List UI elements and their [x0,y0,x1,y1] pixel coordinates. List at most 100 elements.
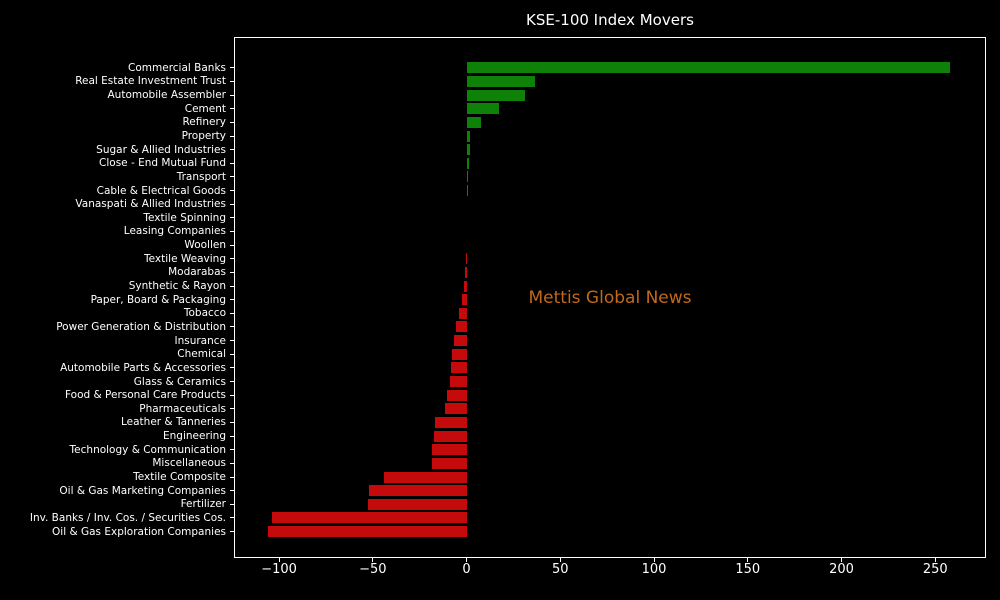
y-tick-label: Pharmaceuticals [139,402,226,415]
x-axis-tick [278,558,280,562]
bar-negative [433,430,467,442]
y-axis-tick [230,149,234,151]
y-tick-label: Vanaspati & Allied Industries [75,198,226,211]
y-tick-label: Inv. Banks / Inv. Cos. / Securities Cos. [29,511,226,524]
y-tick-label: Leather & Tanneries [120,416,226,429]
x-axis-tick [466,558,468,562]
watermark: Mettis Global News [528,287,692,308]
y-tick-label: Modarabas [168,266,226,279]
bar-positive [466,89,526,101]
y-axis-tick [230,121,234,123]
y-axis-tick [230,449,234,451]
bar-positive [466,144,471,156]
bar-negative [368,498,467,510]
bar-positive [466,185,468,197]
y-tick-label: Woollen [184,239,226,252]
y-axis-tick [230,162,234,164]
y-axis-tick [230,381,234,383]
y-tick-label: Leasing Companies [123,225,226,238]
y-tick-label: Real Estate Investment Trust [75,75,226,88]
bar-negative [458,307,467,319]
x-tick-label: 50 [552,562,569,577]
y-tick-label: Insurance [174,334,226,347]
y-tick-label: Oil & Gas Marketing Companies [59,484,226,497]
bar-negative [444,403,467,415]
y-axis-tick [230,217,234,219]
bar-positive [466,116,482,128]
y-tick-label: Textile Weaving [144,252,226,265]
bar-positive [466,103,500,115]
y-axis-tick [230,503,234,505]
y-tick-label: Paper, Board & Packaging [90,293,226,306]
y-tick-label: Power Generation & Distribution [56,320,226,333]
x-axis-tick [747,558,749,562]
y-tick-label: Property [181,130,226,142]
bar-negative [383,471,467,483]
y-axis-tick [230,353,234,355]
y-axis-tick [230,230,234,232]
y-axis-tick [230,326,234,328]
y-axis-tick [230,476,234,478]
bar-negative [451,348,467,360]
y-axis-tick [230,94,234,96]
y-tick-label: Cement [184,102,226,115]
y-axis-tick [230,408,234,410]
bar-negative [451,362,467,374]
x-tick-label: 250 [922,562,948,577]
y-axis-tick [230,517,234,519]
y-tick-label: Automobile Assembler [107,89,227,102]
y-axis-tick [230,190,234,192]
x-tick-label: 200 [829,562,854,577]
y-tick-label: Technology & Communication [69,443,226,456]
bar-negative [465,253,467,265]
y-axis-tick [230,203,234,205]
bar-negative [455,321,467,333]
bar-negative [447,389,467,401]
x-tick-label: 100 [641,562,667,577]
y-tick-label: Chemical [177,348,226,361]
y-axis-tick [230,299,234,301]
bar-negative [369,485,467,497]
plot-area: Mettis Global News [230,37,986,562]
y-tick-label: Oil & Gas Exploration Companies [52,525,226,538]
x-axis-tick [841,558,843,562]
bar-negative [271,512,467,524]
y-tick-label: Sugar & Allied Industries [96,143,226,156]
x-tick-label: 0 [462,562,471,577]
x-axis-tick [934,558,936,562]
bar-negative [465,266,467,278]
y-axis-tick [230,462,234,464]
y-axis-tick [230,312,234,314]
y-axis-tick [230,80,234,82]
y-tick-label: Tobacco [183,307,226,320]
y-axis-tick [230,244,234,246]
y-tick-label: Food & Personal Care Products [64,389,226,402]
y-tick-label: Automobile Parts & Accessories [60,361,226,374]
x-axis-tick [559,558,561,562]
y-tick-label: Refinery [182,116,226,129]
x-tick-label: 150 [735,562,761,577]
y-axis-tick [230,108,234,110]
y-tick-label: Glass & Ceramics [133,375,226,388]
y-axis-tick [230,531,234,533]
x-tick-label: −50 [359,562,387,577]
y-tick-label: Textile Composite [133,471,226,483]
bar-negative [432,444,467,456]
bar-negative [449,376,467,388]
x-tick-label: −100 [261,562,297,577]
bar-positive [466,75,535,87]
y-axis-tick [230,258,234,260]
bar-negative [461,294,467,306]
bar-positive [466,62,951,74]
y-axis-tick [230,67,234,69]
y-tick-label: Cable & Electrical Goods [96,184,226,197]
bar-negative [434,416,467,428]
y-axis-tick [230,285,234,287]
x-axis-tick [653,558,655,562]
bar-positive [466,157,469,169]
y-axis-tick [230,394,234,396]
bar-positive [466,171,468,183]
y-tick-label: Miscellaneous [152,457,226,470]
bar-negative [267,526,467,538]
